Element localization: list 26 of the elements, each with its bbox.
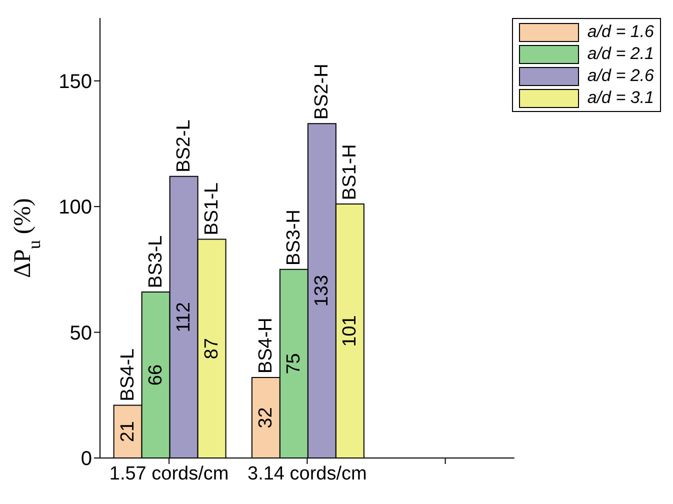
annotation: BS1-H bbox=[339, 144, 360, 200]
data-label: 32 bbox=[255, 407, 276, 428]
y-tick-label: 0 bbox=[80, 448, 92, 470]
annotation: BS3-L bbox=[145, 235, 166, 288]
y-tick-label: 150 bbox=[58, 70, 92, 93]
x-tick-label: 3.14 cords/cm bbox=[248, 463, 367, 484]
annotation: BS4-H bbox=[255, 318, 276, 374]
legend-label: a/d = 2.1 bbox=[587, 44, 654, 64]
y-tick-label: 50 bbox=[70, 322, 92, 344]
data-label: 66 bbox=[145, 364, 166, 386]
data-label: 133 bbox=[311, 274, 332, 307]
x-tick-label: 1.57 cords/cm bbox=[109, 463, 229, 484]
y-tick-label: 100 bbox=[58, 196, 92, 219]
legend-label: a/d = 1.6 bbox=[587, 22, 654, 42]
data-label: 75 bbox=[283, 353, 304, 374]
annotation: BS1-L bbox=[201, 182, 222, 236]
legend-label: a/d = 3.1 bbox=[587, 88, 654, 108]
data-label: 87 bbox=[201, 338, 222, 360]
annotation: BS2-H bbox=[311, 64, 332, 120]
annotation: BS3-H bbox=[283, 209, 304, 266]
data-label: 101 bbox=[339, 315, 360, 347]
annotation: BS2-L bbox=[173, 120, 194, 172]
data-label: 112 bbox=[173, 302, 194, 332]
annotation: BS4-L bbox=[117, 348, 138, 402]
data-label: 21 bbox=[117, 421, 138, 442]
legend-label: a/d = 2.6 bbox=[587, 66, 654, 86]
